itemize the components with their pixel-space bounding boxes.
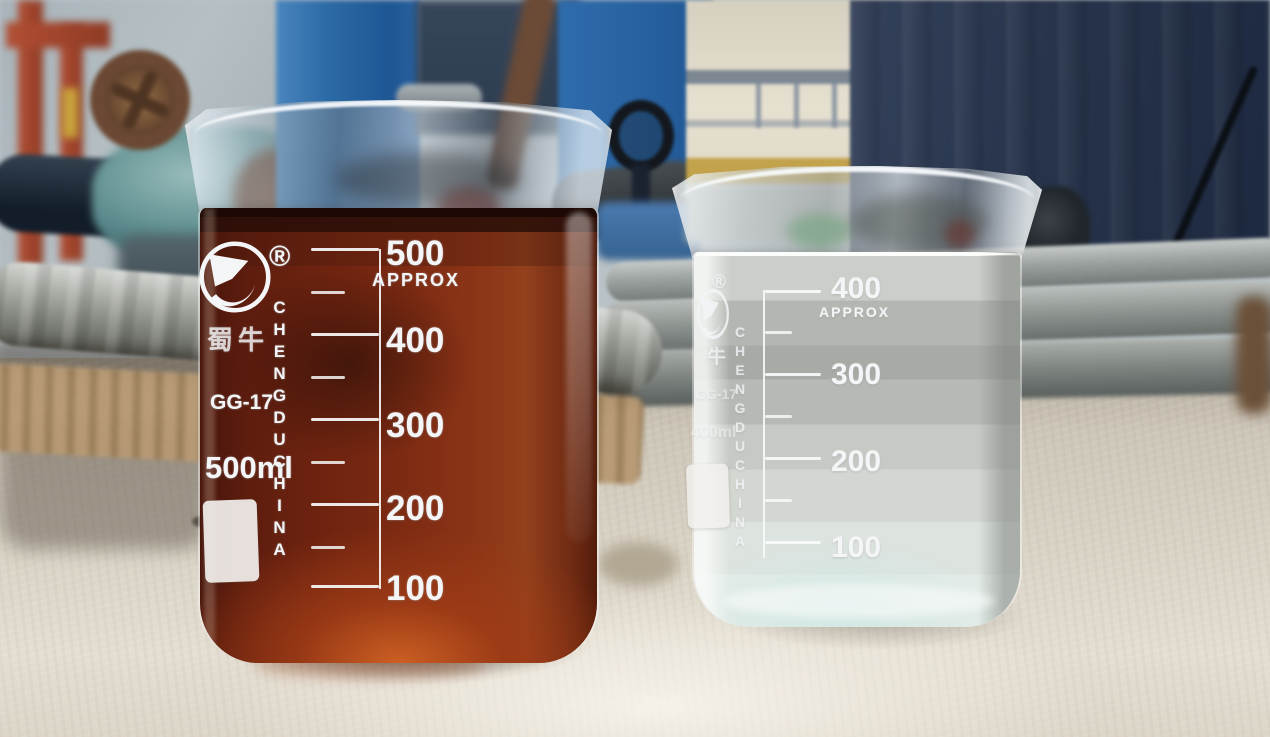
approx-label: APPROX bbox=[372, 270, 461, 290]
red-frame-beam bbox=[6, 22, 110, 48]
tick-minor bbox=[765, 499, 792, 502]
glass-streak bbox=[566, 212, 592, 542]
glass-code-label: GG-17 bbox=[695, 386, 738, 402]
brand-chinese-character: 牛 bbox=[707, 347, 727, 368]
beaker-rim bbox=[672, 166, 1042, 258]
scale-spine bbox=[379, 249, 381, 589]
green-reflection bbox=[787, 213, 851, 249]
glass-streak bbox=[204, 208, 215, 648]
dust-pile bbox=[598, 542, 678, 586]
tick-minor bbox=[311, 461, 345, 464]
beaker-rim bbox=[185, 100, 612, 215]
beaker-clear-liquid: ® 牛 CHENGDUCHINA GG-17 400ml 400 APPROX … bbox=[672, 166, 1042, 633]
registered-trademark-symbol: ® bbox=[269, 241, 291, 273]
tick-minor bbox=[765, 331, 792, 334]
red-reflection bbox=[945, 220, 975, 248]
rim-highlight bbox=[679, 166, 1035, 236]
scale-spine bbox=[763, 290, 765, 558]
tick-500 bbox=[311, 248, 379, 251]
graduation-label-300: 300 bbox=[386, 406, 445, 445]
rim-highlight bbox=[193, 100, 604, 170]
tick-minor bbox=[765, 415, 792, 418]
shuniu-brand-logo bbox=[199, 241, 271, 313]
registered-trademark-symbol: ® bbox=[712, 272, 726, 293]
approx-label: APPROX bbox=[819, 304, 891, 320]
tick-400 bbox=[311, 333, 379, 336]
graduation-label-300: 300 bbox=[831, 358, 882, 391]
tick-minor bbox=[311, 376, 345, 379]
tick-300 bbox=[765, 373, 821, 376]
graduation-label-200: 200 bbox=[386, 489, 445, 528]
graduation-label-500: 500 bbox=[386, 234, 445, 273]
capacity-label: 500ml bbox=[205, 450, 293, 485]
clear-liquid bbox=[694, 252, 1020, 627]
shuniu-brand-logo bbox=[697, 288, 729, 340]
tick-minor bbox=[311, 291, 345, 294]
tick-200 bbox=[765, 457, 821, 460]
valve-stem bbox=[632, 164, 650, 206]
valve-handwheel bbox=[90, 50, 190, 150]
guardrail-post bbox=[756, 80, 761, 128]
graduation-label-200: 200 bbox=[831, 445, 882, 478]
graduation-label-400: 400 bbox=[831, 272, 882, 305]
black-valve-handwheel bbox=[608, 100, 674, 172]
graduation-label-100: 100 bbox=[831, 531, 882, 564]
guardrail-post bbox=[832, 80, 837, 128]
brand-chinese-characters: 蜀牛 bbox=[207, 325, 270, 355]
beaker-body bbox=[692, 252, 1022, 627]
water-surface-line bbox=[694, 252, 1020, 256]
glass-reflection bbox=[335, 152, 520, 207]
guardrail-post bbox=[794, 80, 799, 128]
white-sticker bbox=[202, 499, 260, 583]
tick-400 bbox=[765, 290, 821, 293]
tick-300 bbox=[311, 418, 379, 421]
rust-smudge bbox=[1236, 296, 1270, 414]
beaker-red-liquid: ® 蜀牛 GG-17 500ml CHENGDUCHINA 500 APPROX… bbox=[185, 100, 612, 667]
yellow-post bbox=[62, 88, 78, 138]
capacity-label: 400ml bbox=[691, 424, 737, 441]
glass-code-label: GG-17 bbox=[210, 391, 274, 414]
tick-100 bbox=[765, 541, 821, 544]
tick-200 bbox=[311, 503, 379, 506]
white-sticker bbox=[685, 463, 731, 529]
made-in-label: CHENGDUCHINA bbox=[732, 324, 748, 552]
made-in-label: CHENGDUCHINA bbox=[270, 298, 289, 562]
graduation-label-400: 400 bbox=[386, 321, 445, 360]
base-highlight bbox=[722, 584, 994, 618]
tick-minor bbox=[311, 546, 345, 549]
graduation-label-100: 100 bbox=[386, 569, 445, 608]
tick-100 bbox=[311, 585, 379, 588]
